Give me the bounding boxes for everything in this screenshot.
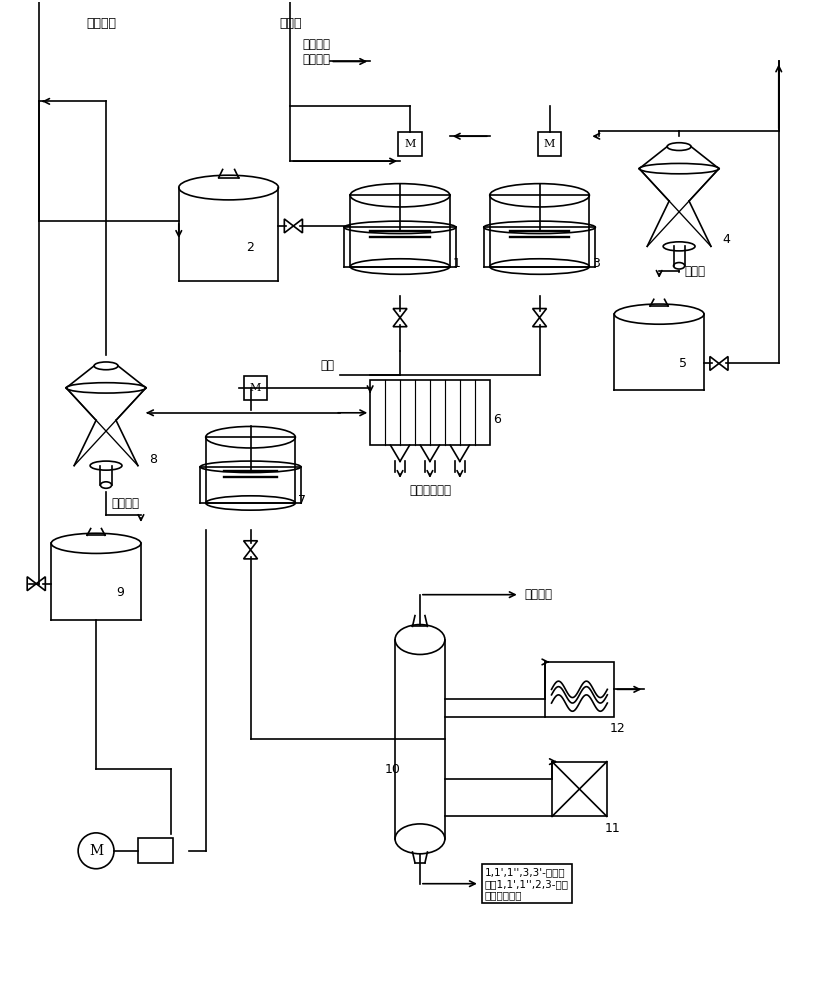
Circle shape — [78, 833, 114, 869]
Text: 12: 12 — [609, 722, 625, 735]
Text: 10: 10 — [385, 763, 401, 776]
Ellipse shape — [51, 533, 141, 553]
Text: M: M — [544, 139, 555, 149]
Text: 四氯化碳: 四氯化碳 — [111, 497, 139, 510]
Text: 11: 11 — [605, 822, 621, 835]
Text: 7: 7 — [298, 493, 307, 506]
Ellipse shape — [663, 242, 695, 251]
Text: M: M — [89, 844, 103, 858]
Text: 4: 4 — [722, 233, 730, 246]
Bar — [544, 662, 614, 717]
Text: 四氯化碳: 四氯化碳 — [86, 17, 116, 30]
Ellipse shape — [201, 461, 301, 473]
Bar — [370, 380, 490, 445]
Ellipse shape — [490, 259, 589, 274]
Ellipse shape — [350, 259, 450, 274]
Text: 滤液: 滤液 — [321, 359, 335, 372]
Ellipse shape — [673, 263, 685, 269]
Text: 塔顶产品: 塔顶产品 — [524, 588, 552, 601]
Text: 2: 2 — [247, 241, 255, 254]
Ellipse shape — [395, 824, 445, 854]
Text: 滤饼（套用）: 滤饼（套用） — [409, 484, 451, 497]
Text: M: M — [250, 383, 261, 393]
Text: M: M — [404, 139, 416, 149]
Text: 3: 3 — [593, 257, 600, 270]
Bar — [138, 838, 173, 863]
Ellipse shape — [614, 304, 704, 324]
Text: 6: 6 — [492, 413, 501, 426]
Ellipse shape — [667, 143, 691, 150]
Text: 8: 8 — [149, 453, 157, 466]
Ellipse shape — [94, 362, 118, 370]
Ellipse shape — [90, 461, 122, 470]
Text: 1,1',1'',3,3'-五氯丙
烷和1,1',1'',2,3-五氯
丙烷的混合物: 1,1',1'',3,3'-五氯丙 烷和1,1',1'',2,3-五氯 丙烷的混… — [485, 867, 569, 900]
Text: 氯乙烯: 氯乙烯 — [684, 265, 705, 278]
Ellipse shape — [640, 163, 719, 174]
Ellipse shape — [395, 625, 445, 654]
Text: 9: 9 — [116, 586, 124, 599]
Text: 氯乙烯: 氯乙烯 — [279, 17, 302, 30]
Ellipse shape — [66, 383, 145, 393]
Bar — [398, 132, 422, 156]
Bar — [552, 762, 607, 816]
Ellipse shape — [344, 221, 456, 234]
Text: 催化剂、
助催化剂: 催化剂、 助催化剂 — [302, 38, 330, 66]
Bar — [538, 132, 561, 156]
Text: 5: 5 — [679, 357, 687, 370]
Ellipse shape — [350, 184, 450, 207]
Bar — [243, 376, 267, 400]
Ellipse shape — [490, 184, 589, 207]
Ellipse shape — [179, 175, 279, 200]
Ellipse shape — [484, 221, 595, 234]
Ellipse shape — [206, 426, 295, 448]
Ellipse shape — [206, 496, 295, 510]
Ellipse shape — [100, 482, 112, 488]
Text: 1: 1 — [453, 257, 461, 270]
